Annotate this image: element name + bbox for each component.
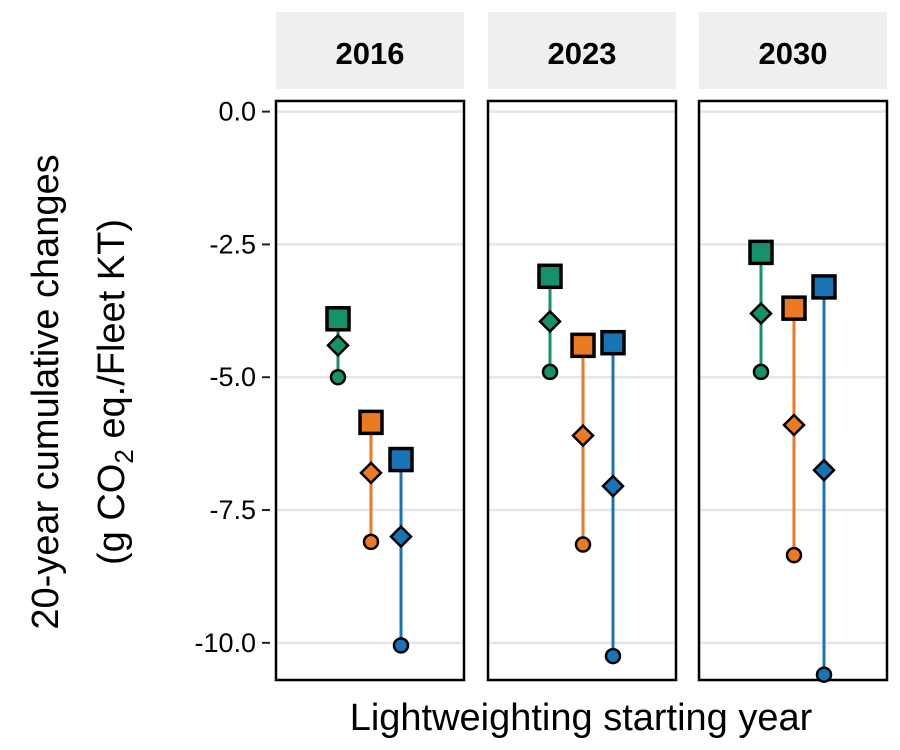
- diamond-point: [359, 461, 383, 485]
- panel-border: [486, 99, 678, 682]
- y-tick-label: -5.0: [209, 362, 256, 392]
- circle-point: [392, 637, 410, 654]
- circle-point: [785, 546, 803, 564]
- circle-point: [329, 368, 347, 386]
- square-point: [748, 239, 774, 266]
- panel-background: [276, 101, 464, 680]
- square-point: [600, 329, 626, 356]
- diamond-point: [601, 474, 625, 498]
- facet-strip: [488, 12, 676, 89]
- square-point: [811, 274, 837, 300]
- y-axis-title-line1: 20-year cumulative changes: [25, 154, 67, 629]
- circle-point: [362, 533, 380, 551]
- facet-strip-label: 2016: [336, 36, 405, 71]
- square-point: [570, 332, 596, 359]
- diamond-point: [326, 333, 350, 358]
- diamond-point: [749, 301, 773, 326]
- marks-layer: [325, 239, 837, 683]
- panel-border: [274, 99, 466, 682]
- facet-strip-label: 2023: [548, 36, 617, 71]
- square-point: [388, 446, 414, 473]
- y-tick-label: -10.0: [194, 628, 256, 658]
- diamond-point: [571, 423, 595, 448]
- facet-strip-label: 2030: [759, 36, 828, 71]
- facet-strip: [276, 12, 464, 89]
- panel-border: [697, 99, 889, 682]
- y-tick-label: 0.0: [218, 97, 256, 127]
- diamond-point: [812, 458, 836, 482]
- square-point: [537, 263, 563, 290]
- circle-point: [752, 363, 770, 381]
- x-axis-title: Lightweighting starting year: [350, 697, 813, 739]
- diamond-point: [389, 524, 413, 549]
- diamond-point: [538, 309, 562, 334]
- circle-point: [574, 536, 592, 553]
- diamond-point: [782, 413, 806, 437]
- y-axis-title-line2: (g CO2 eq./Fleet KT): [91, 219, 139, 565]
- y-tick-label: -2.5: [209, 229, 256, 259]
- square-point: [325, 306, 351, 332]
- circle-point: [604, 647, 622, 665]
- circle-point: [541, 363, 559, 381]
- square-point: [358, 409, 384, 436]
- circle-point: [815, 666, 833, 683]
- y-axis: 0.0 -2.5 -5.0 -7.5 -10.0: [194, 97, 270, 658]
- square-point: [781, 295, 807, 321]
- facet-strip: [699, 12, 887, 89]
- y-tick-label: -7.5: [209, 495, 256, 525]
